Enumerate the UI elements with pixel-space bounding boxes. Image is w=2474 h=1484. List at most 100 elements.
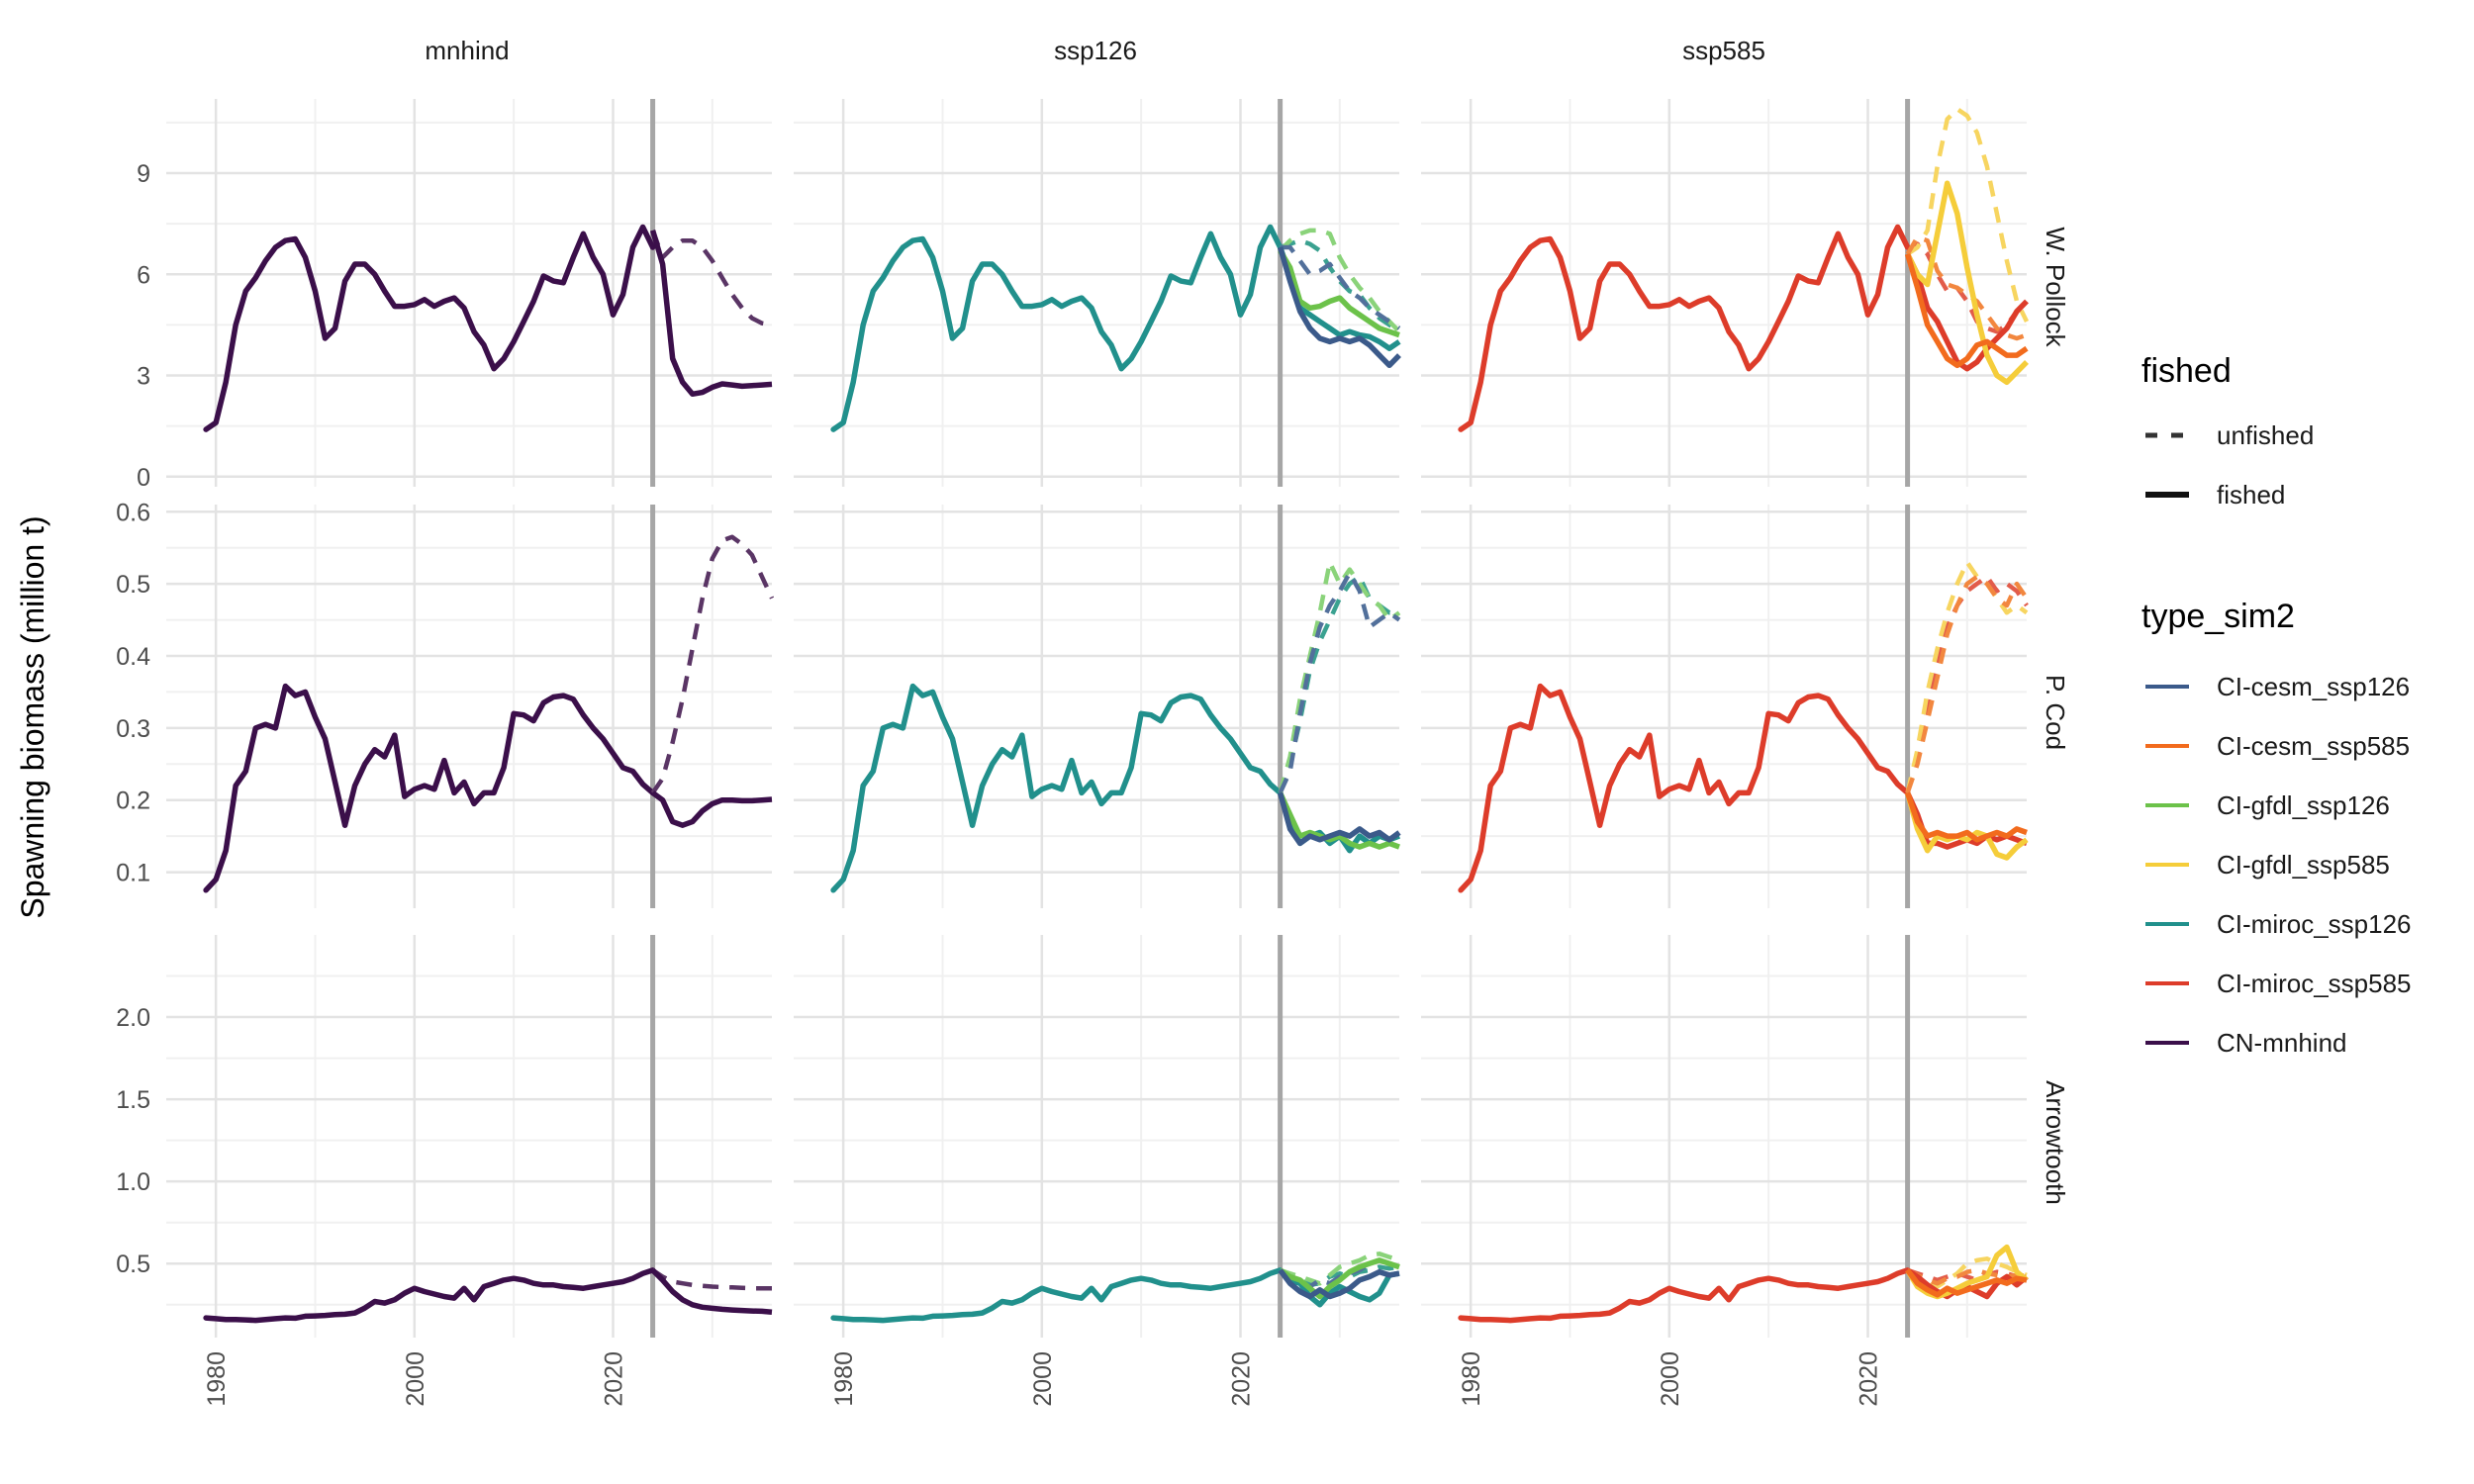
legend-type-items: CI-cesm_ssp126 CI-cesm_ssp585 CI-gfdl_ssp1…: [2145, 672, 2412, 1058]
legend-item-cn-mnhind: CN-mnhind: [2145, 1028, 2347, 1058]
legend: fished unfished fished type_sim2 CI-cesm…: [2141, 352, 2412, 1058]
series-line-ci-gfdl-ssp585-unfished: [1906, 106, 2030, 323]
series-line-ci-cesm-ssp585-fished: [1904, 253, 2029, 369]
x-tick-label: 2000: [402, 1351, 429, 1407]
x-tick-label: 2000: [1657, 1351, 1684, 1407]
series-line-ci-cesm-ssp585-unfished: [1906, 1267, 2028, 1286]
series-line-ci-cesm-ssp585-unfished: [1905, 234, 2028, 341]
historical-line: [830, 224, 1284, 432]
legend-label-cn-mnhind: CN-mnhind: [2217, 1028, 2347, 1058]
historical-line: [1458, 683, 1911, 893]
x-tick-label: 1980: [1458, 1351, 1485, 1407]
panel-ssp126-p-cod: [794, 505, 1401, 908]
x-tick-label: 1980: [203, 1351, 231, 1407]
series-line-cn-mnhind-unfished: [650, 230, 773, 327]
y-tick-label: 0.4: [116, 643, 150, 671]
strip-ssp585: ssp585: [1682, 36, 1765, 65]
legend-label-unfished: unfished: [2217, 420, 2314, 450]
series-line-ci-miroc-ssp585-unfished: [1905, 574, 2029, 793]
series-line-ci-cesm-ssp126-unfished: [1278, 570, 1401, 794]
legend-item-ci-miroc-ssp126: CI-miroc_ssp126: [2145, 909, 2412, 939]
y-tick-label: 2.0: [116, 1004, 150, 1032]
legend-item-ci-cesm-ssp126: CI-cesm_ssp126: [2145, 672, 2410, 701]
legend-item-ci-gfdl-ssp126: CI-gfdl_ssp126: [2145, 790, 2390, 820]
panel-ssp126-arrowtooth: 1980 2000 2020: [794, 935, 1400, 1407]
y-axis-label: Spawning biomass (million t): [15, 515, 50, 918]
series-line-ci-gfdl-ssp585-unfished: [1906, 1256, 2028, 1289]
legend-item-ci-gfdl-ssp585: CI-gfdl_ssp585: [2145, 850, 2390, 880]
legend-item-unfished: unfished: [2145, 420, 2314, 450]
legend-item-ci-cesm-ssp585: CI-cesm_ssp585: [2145, 731, 2410, 761]
y-tick-label: 6: [137, 261, 150, 289]
series-line-ci-gfdl-ssp585-fished: [1905, 1244, 2029, 1300]
historical-line: [203, 224, 656, 432]
y-tick-label: 0.2: [116, 788, 150, 815]
series-line-ci-gfdl-ssp126-unfished: [1278, 560, 1401, 793]
legend-title-fished: fished: [2141, 352, 2232, 390]
legend-label-ci-miroc-ssp126: CI-miroc_ssp126: [2217, 909, 2412, 939]
panel-ssp585-p-cod: [1421, 505, 2029, 908]
series-line-ci-cesm-ssp126-unfished: [1280, 244, 1401, 330]
series-line-ci-miroc-ssp585-unfished: [1905, 241, 2029, 334]
series-line-ci-miroc-ssp585-fished: [1906, 1267, 2029, 1300]
row-strips: W. Pollock P. Cod Arrowtooth: [2041, 227, 2070, 1205]
y-tick-label: 9: [137, 160, 150, 188]
series-line-ci-miroc-ssp126-unfished: [1279, 237, 1401, 334]
x-tick-label: 2020: [1227, 1351, 1255, 1407]
panel-ssp585-w-pollock: [1421, 99, 2030, 487]
y-tick-label: 0.5: [116, 1251, 150, 1278]
x-tick-label: 2020: [1855, 1351, 1882, 1407]
series-line-cn-mnhind-fished: [649, 230, 773, 398]
series-line-ci-miroc-ssp585-fished: [1905, 252, 2029, 372]
series-line-ci-cesm-ssp126-fished: [1277, 791, 1401, 847]
series-line-cn-mnhind-fished: [650, 790, 773, 828]
panel-ssp585-arrowtooth: 1980 2000 2020: [1421, 935, 2029, 1407]
legend-label-ci-gfdl-ssp585: CI-gfdl_ssp585: [2217, 850, 2390, 880]
y-tick-label: 3: [137, 363, 150, 391]
series-line-ci-cesm-ssp585-unfished: [1905, 574, 2029, 794]
series-line-ci-gfdl-ssp126-unfished: [1279, 1252, 1400, 1286]
panel-ssp126-w-pollock: [794, 99, 1401, 487]
series-line-cn-mnhind-unfished: [650, 534, 775, 794]
y-tick-label: 0.1: [116, 860, 150, 887]
series-line-ci-cesm-ssp126-fished: [1278, 1268, 1400, 1300]
strip-p-cod: P. Cod: [2041, 675, 2070, 750]
historical-line: [1458, 1267, 1911, 1324]
series-line-ci-gfdl-ssp585-unfished: [1905, 560, 2029, 793]
series-line-ci-miroc-ssp126-unfished: [1279, 1264, 1400, 1288]
legend-item-fished: fished: [2145, 480, 2285, 510]
series-line-ci-miroc-ssp585-unfished: [1906, 1267, 2028, 1283]
strip-w-pollock: W. Pollock: [2041, 227, 2070, 347]
x-tick-label: 1980: [830, 1351, 858, 1407]
series-line-ci-gfdl-ssp126-fished: [1279, 1257, 1400, 1300]
panel-mnhind-p-cod: 0.1 0.2 0.3 0.4 0.5 0.6: [116, 499, 775, 908]
series-line-ci-cesm-ssp585-fished: [1905, 1268, 2028, 1298]
strip-ssp126: ssp126: [1054, 36, 1137, 65]
series-line-ci-gfdl-ssp126-fished: [1278, 249, 1400, 338]
historical-line: [830, 683, 1284, 893]
series-line-cn-mnhind-unfished: [651, 1268, 772, 1291]
series-line-cn-mnhind-fished: [650, 1267, 773, 1316]
series-line-ci-gfdl-ssp585-fished: [1905, 180, 2029, 386]
y-tick-label: 0.5: [116, 571, 150, 599]
panel-mnhind-arrowtooth: 0.5 1.0 1.5 2.0 1980 2000 2020: [116, 935, 773, 1407]
legend-item-ci-miroc-ssp585: CI-miroc_ssp585: [2145, 969, 2412, 998]
y-tick-label: 0: [137, 464, 150, 492]
historical-line: [830, 1267, 1284, 1324]
panel-grid: 0 3 6 9 0.1 0.2 0.3 0.4 0.5 0.6 0.5 1.0 1.5 2.0 1980 20…: [116, 99, 2030, 1407]
panel-mnhind-w-pollock: 0 3 6 9: [137, 99, 773, 492]
column-strips: mnhind ssp126 ssp585: [425, 36, 1765, 65]
y-tick-label: 0.6: [116, 499, 150, 526]
legend-label-ci-miroc-ssp585: CI-miroc_ssp585: [2217, 969, 2412, 998]
x-tick-label: 2000: [1029, 1351, 1057, 1407]
series-line-ci-gfdl-ssp126-fished: [1278, 791, 1400, 850]
historical-line: [203, 683, 656, 893]
legend-label-ci-cesm-ssp585: CI-cesm_ssp585: [2217, 731, 2410, 761]
legend-title-type-sim2: type_sim2: [2141, 598, 2295, 635]
x-tick-label: 2020: [600, 1351, 627, 1407]
y-tick-label: 1.5: [116, 1086, 150, 1114]
series-line-ci-gfdl-ssp585-fished: [1904, 791, 2029, 861]
series-line-ci-cesm-ssp585-fished: [1904, 791, 2028, 843]
historical-line: [203, 1267, 656, 1324]
